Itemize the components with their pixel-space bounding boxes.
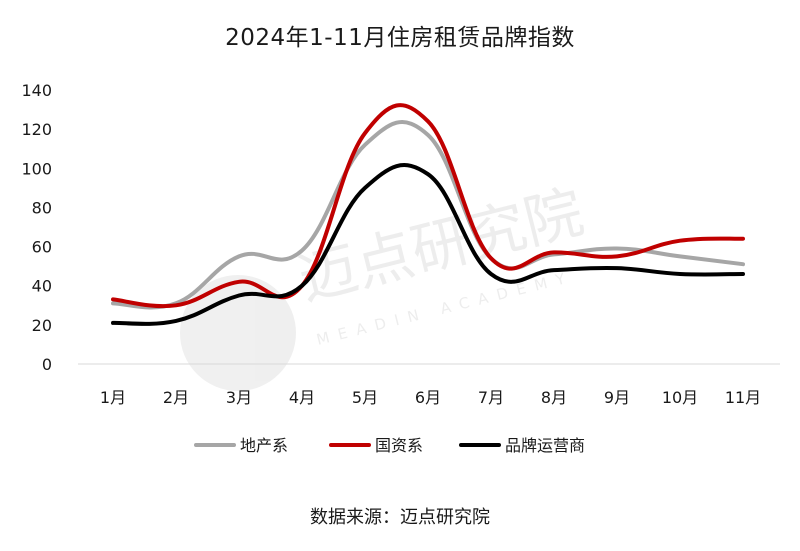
x-tick-label: 3月 [226,388,252,407]
x-tick-label: 4月 [289,388,315,407]
y-tick-label: 140 [21,81,52,100]
x-tick-label: 8月 [541,388,567,407]
x-tick-label: 10月 [662,388,698,407]
y-tick-label: 60 [32,238,52,257]
x-tick-label: 9月 [604,388,630,407]
y-axis: 0 20 40 60 80 100 120 140 [21,81,52,374]
legend-label: 地产系 [240,436,288,455]
watermark: 迈点研究院 MEADIN ACADEMY [180,177,590,391]
legend: 地产系 国资系 品牌运营商 [194,436,585,455]
legend-label: 品牌运营商 [505,436,585,455]
y-tick-label: 100 [21,159,52,178]
x-tick-label: 6月 [415,388,441,407]
x-tick-label: 11月 [725,388,761,407]
x-tick-label: 2月 [163,388,189,407]
x-tick-label: 1月 [100,388,126,407]
y-tick-label: 0 [42,355,52,374]
x-axis: 1月 2月 3月 4月 5月 6月 7月 8月 9月 10月 11月 [100,388,761,407]
series-line-1 [111,120,745,310]
x-tick-label: 7月 [478,388,504,407]
y-tick-label: 20 [32,316,52,335]
chart-title: 2024年1-11月住房租赁品牌指数 [225,25,575,51]
series-lines [111,103,745,326]
series-line-3 [111,163,745,326]
series-line-2 [111,103,745,309]
y-tick-label: 80 [32,198,52,217]
legend-label: 国资系 [375,436,423,455]
y-tick-label: 120 [21,120,52,139]
x-tick-label: 5月 [352,388,378,407]
source-note: 数据来源：迈点研究院 [310,507,490,528]
watermark-logo-icon [180,275,296,391]
y-tick-label: 40 [32,277,52,296]
